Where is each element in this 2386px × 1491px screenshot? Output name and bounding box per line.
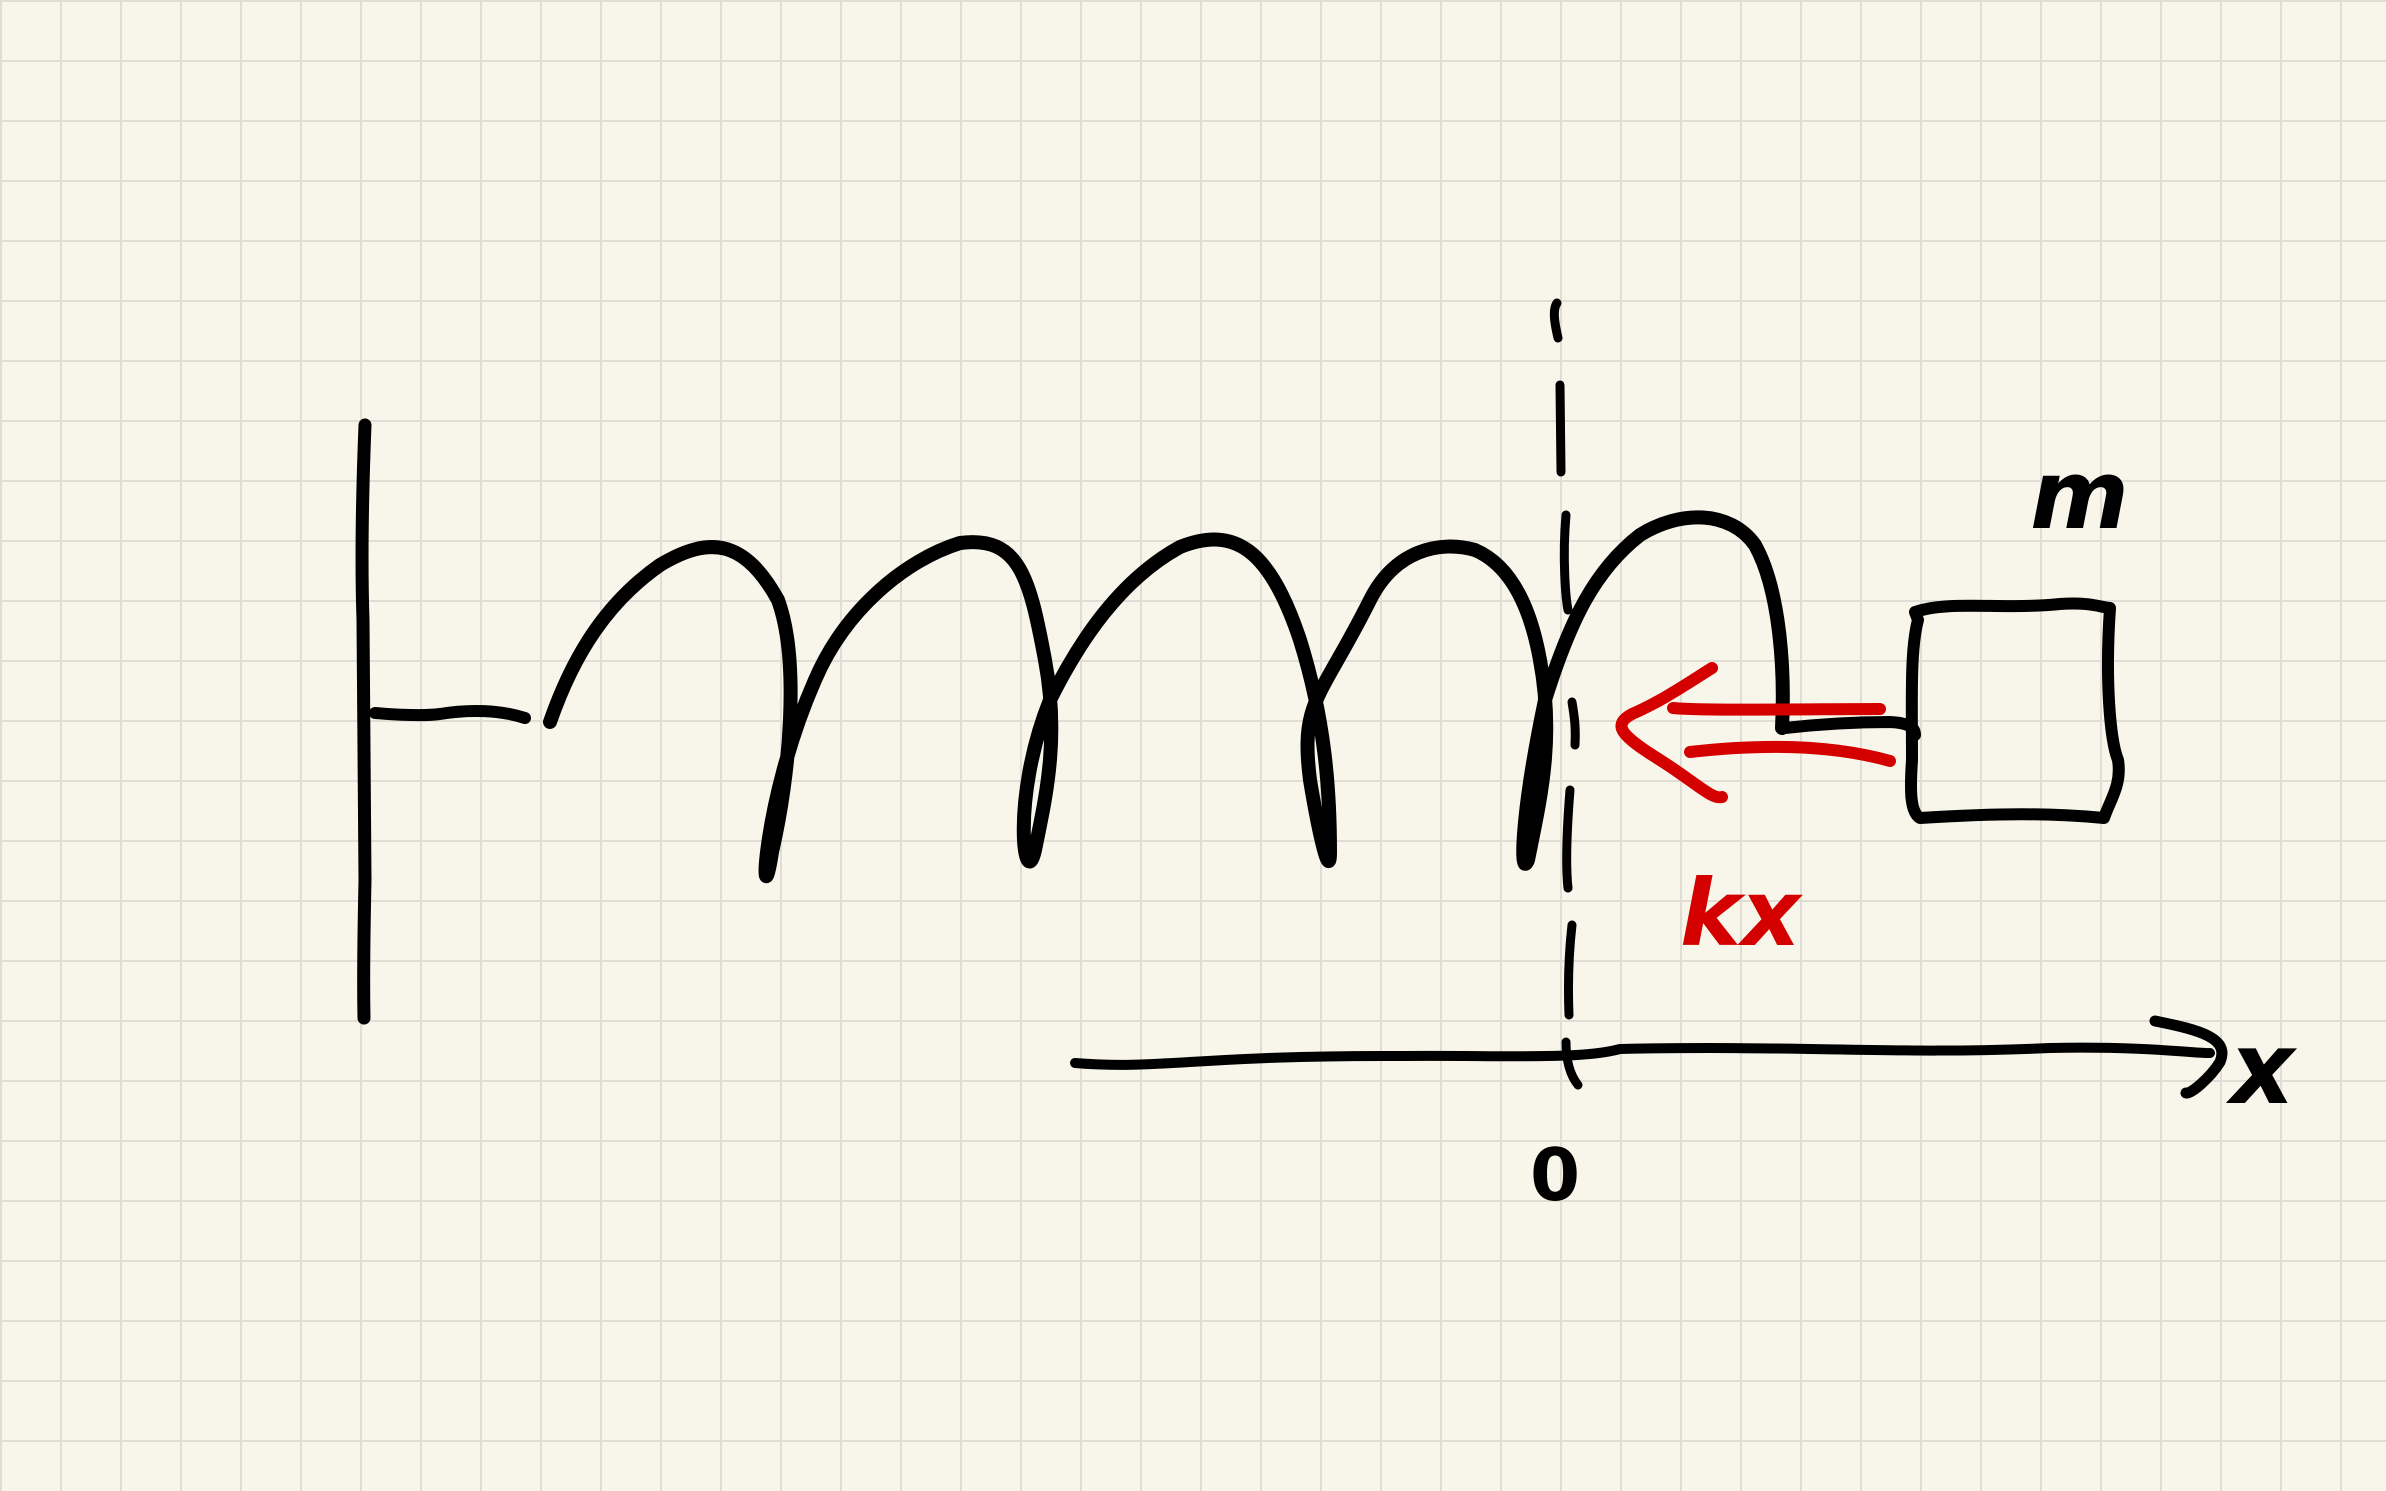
force-arrow-head bbox=[1615, 662, 1728, 804]
force-label: kx bbox=[1680, 860, 1803, 967]
axis-label: x bbox=[2225, 1010, 2298, 1127]
wall bbox=[355, 418, 372, 1025]
coil-spring bbox=[543, 510, 1790, 884]
equilibrium-line bbox=[1549, 298, 1583, 1090]
force-arrow-shaft-bottom bbox=[1684, 740, 1896, 767]
spring-connector-right bbox=[1779, 716, 1921, 741]
origin-label: 0 bbox=[1530, 1133, 1580, 1217]
x-axis-arrowhead bbox=[2149, 1015, 2228, 1099]
x-axis bbox=[1070, 1042, 2215, 1070]
mass-block bbox=[1905, 597, 2125, 824]
force-arrow-shaft-top bbox=[1667, 702, 1886, 716]
mass-label: m bbox=[2030, 441, 2129, 551]
spring-connector-left bbox=[369, 704, 531, 724]
